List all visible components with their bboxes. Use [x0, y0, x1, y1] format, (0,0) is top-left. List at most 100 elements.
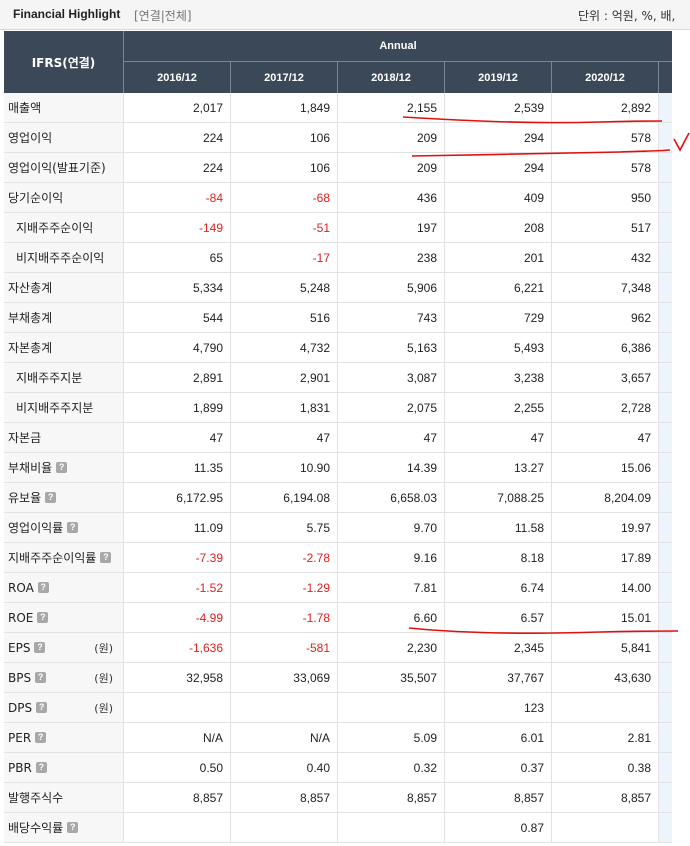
row-unit: (원) — [94, 701, 113, 715]
table-cell: 8,857 — [445, 783, 552, 812]
table-cell: 14.39 — [338, 453, 445, 482]
help-icon[interactable]: ? — [35, 732, 47, 743]
table-cell: 65 — [124, 243, 231, 272]
table-cell: N/A — [124, 723, 231, 752]
row-label-text: PBR — [8, 760, 32, 775]
consolidation-selector[interactable]: [연결|전체] — [134, 9, 192, 23]
table-row: 당기순이익 -84 -68 436 409 950 — [4, 183, 672, 213]
table-cell: 106 — [231, 123, 338, 152]
table-cell: 436 — [338, 183, 445, 212]
help-icon[interactable]: ? — [35, 762, 47, 773]
help-icon[interactable]: ? — [37, 582, 49, 593]
row-overflow-cell — [659, 123, 672, 152]
row-label-text: 유보율 — [8, 491, 42, 505]
row-label: 지배주주지분 — [4, 363, 124, 392]
table-body: 매출액 2,017 1,849 2,155 2,539 2,892 영업이익 224 106 20… — [4, 93, 672, 843]
row-overflow-cell — [659, 153, 672, 182]
table-cell: 37,767 — [445, 663, 552, 692]
row-overflow-cell — [659, 753, 672, 782]
table-cell: 6.60 — [338, 603, 445, 632]
table-cell: 2,230 — [338, 633, 445, 662]
row-label: 부채총계 — [4, 303, 124, 332]
row-overflow-cell — [659, 633, 672, 662]
table-cell: 516 — [231, 303, 338, 332]
row-label: 영업이익률? — [4, 513, 124, 542]
table-cell — [552, 813, 659, 842]
help-icon[interactable]: ? — [67, 822, 79, 833]
row-overflow-cell — [659, 393, 672, 422]
row-overflow-cell — [659, 783, 672, 812]
row-unit: (원) — [94, 641, 113, 655]
table-cell: 106 — [231, 153, 338, 182]
table-cell: -17 — [231, 243, 338, 272]
table-row: 비지배주주순이익 65 -17 238 201 432 — [4, 243, 672, 273]
table-cell: 6,658.03 — [338, 483, 445, 512]
help-icon[interactable]: ? — [56, 462, 68, 473]
table-cell: 15.06 — [552, 453, 659, 482]
annotation-checkmark — [673, 132, 690, 152]
year-header-2016: 2016/12 — [124, 62, 231, 93]
table-cell: -4.99 — [124, 603, 231, 632]
table-cell: 4,732 — [231, 333, 338, 362]
row-label: 지배주주순이익률? — [4, 543, 124, 572]
help-icon[interactable]: ? — [34, 642, 46, 653]
row-label: 영업이익 — [4, 123, 124, 152]
table-cell: 4,790 — [124, 333, 231, 362]
table-cell: 0.38 — [552, 753, 659, 782]
table-cell: -68 — [231, 183, 338, 212]
help-icon[interactable]: ? — [36, 702, 48, 713]
help-icon[interactable]: ? — [45, 492, 57, 503]
table-cell: 409 — [445, 183, 552, 212]
table-cell: 2,155 — [338, 93, 445, 122]
row-label-text: 자본금 — [8, 431, 42, 445]
help-icon[interactable]: ? — [100, 552, 112, 563]
row-label-text: 지배주주지분 — [16, 371, 83, 385]
year-header-2019: 2019/12 — [445, 62, 552, 93]
table-row: 지배주주순이익률? -7.39 -2.78 9.16 8.18 17.89 — [4, 543, 672, 573]
row-label-text: 부채총계 — [8, 311, 53, 325]
table-cell: 8,857 — [231, 783, 338, 812]
table-row: 영업이익률? 11.09 5.75 9.70 11.58 19.97 — [4, 513, 672, 543]
table-cell: -1.29 — [231, 573, 338, 602]
row-label: 자산총계 — [4, 273, 124, 302]
row-label-text: 배당수익률 — [8, 821, 64, 835]
table-cell: 5,493 — [445, 333, 552, 362]
row-label-text: EPS — [8, 640, 31, 655]
ifrs-header: IFRS(연결) — [4, 31, 124, 93]
table-cell: 47 — [338, 423, 445, 452]
row-overflow-cell — [659, 423, 672, 452]
table-cell: 2,017 — [124, 93, 231, 122]
title-bar: Financial Highlight [연결|전체] 단위 : 억원, %, … — [0, 0, 690, 30]
annual-header[interactable]: Annual — [124, 31, 672, 62]
row-label-text: 자산총계 — [8, 281, 53, 295]
table-row: 유보율? 6,172.95 6,194.08 6,658.03 7,088.25 8,20… — [4, 483, 672, 513]
row-label-text: DPS — [8, 700, 33, 715]
table-cell: 10.90 — [231, 453, 338, 482]
table-row: PBR? 0.50 0.40 0.32 0.37 0.38 — [4, 753, 672, 783]
help-icon[interactable]: ? — [67, 522, 79, 533]
table-cell: N/A — [231, 723, 338, 752]
table-cell: 9.16 — [338, 543, 445, 572]
table-cell: 5.09 — [338, 723, 445, 752]
table-cell: -7.39 — [124, 543, 231, 572]
table-row: 영업이익 224 106 209 294 578 — [4, 123, 672, 153]
row-overflow-cell — [659, 723, 672, 752]
table-cell: 224 — [124, 123, 231, 152]
help-icon[interactable]: ? — [35, 672, 47, 683]
row-overflow-cell — [659, 93, 672, 122]
table-cell: 13.27 — [445, 453, 552, 482]
table-cell: 1,831 — [231, 393, 338, 422]
table-cell: 32,958 — [124, 663, 231, 692]
table-row: ROE? -4.99 -1.78 6.60 6.57 15.01 — [4, 603, 672, 633]
row-label-text: 영업이익(발표기준) — [8, 161, 106, 175]
help-icon[interactable]: ? — [37, 612, 49, 623]
table-row: 발행주식수 8,857 8,857 8,857 8,857 8,857 — [4, 783, 672, 813]
table-cell: 43,630 — [552, 663, 659, 692]
row-label-text: BPS — [8, 670, 32, 685]
row-label: 비지배주주순이익 — [4, 243, 124, 272]
table-row: 영업이익(발표기준) 224 106 209 294 578 — [4, 153, 672, 183]
table-cell: 5,334 — [124, 273, 231, 302]
table-cell: 238 — [338, 243, 445, 272]
table-cell: 578 — [552, 153, 659, 182]
table-header: IFRS(연결) Annual 2016/12 2017/12 2018/12 … — [4, 31, 672, 93]
